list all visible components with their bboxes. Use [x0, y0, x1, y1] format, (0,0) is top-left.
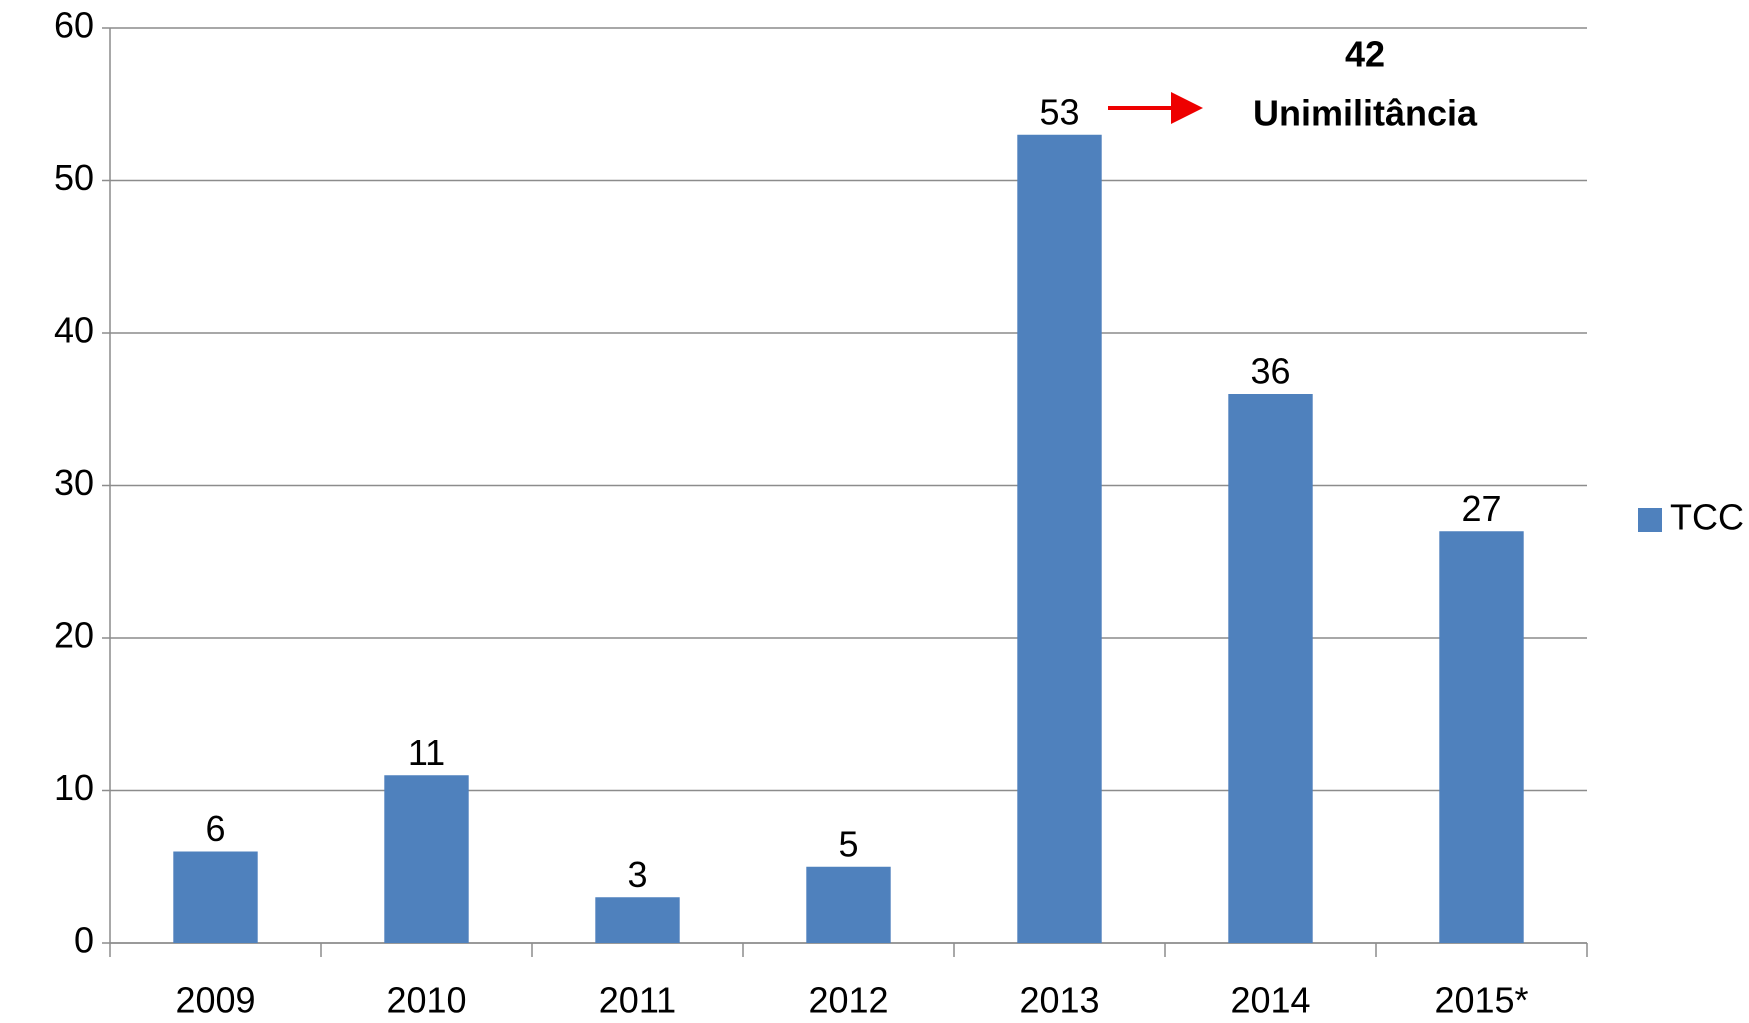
- y-tick-label: 0: [74, 920, 94, 961]
- x-tick-label: 2012: [808, 980, 888, 1021]
- y-tick-label: 60: [54, 5, 94, 46]
- y-tick-label: 20: [54, 615, 94, 656]
- y-tick-label: 30: [54, 462, 94, 503]
- data-label: 6: [205, 808, 225, 849]
- bar: [806, 866, 891, 943]
- bar: [1228, 394, 1313, 943]
- data-label: 5: [838, 823, 858, 864]
- y-tick-label: 10: [54, 767, 94, 808]
- bar: [173, 851, 258, 943]
- y-tick-label: 50: [54, 157, 94, 198]
- y-tick-label: 40: [54, 310, 94, 351]
- annotation: Unimilitância: [1253, 93, 1478, 134]
- x-tick-label: 2009: [175, 980, 255, 1021]
- bar: [595, 897, 680, 943]
- data-label: 27: [1461, 488, 1501, 529]
- x-tick-label: 2014: [1230, 980, 1310, 1021]
- x-tick-label: 2011: [599, 980, 676, 1021]
- data-label: 3: [627, 854, 647, 895]
- bar: [1017, 134, 1102, 943]
- x-tick-label: 2015*: [1434, 980, 1528, 1021]
- legend-label: TCC: [1670, 497, 1744, 538]
- data-label: 36: [1250, 351, 1290, 392]
- annotation: 42: [1345, 34, 1385, 75]
- legend-swatch: [1638, 508, 1662, 532]
- bar: [1439, 531, 1524, 943]
- x-tick-label: 2013: [1019, 980, 1099, 1021]
- bar: [384, 775, 469, 943]
- x-tick-label: 2010: [386, 980, 466, 1021]
- data-label: 11: [408, 732, 445, 773]
- data-label: 53: [1039, 91, 1079, 132]
